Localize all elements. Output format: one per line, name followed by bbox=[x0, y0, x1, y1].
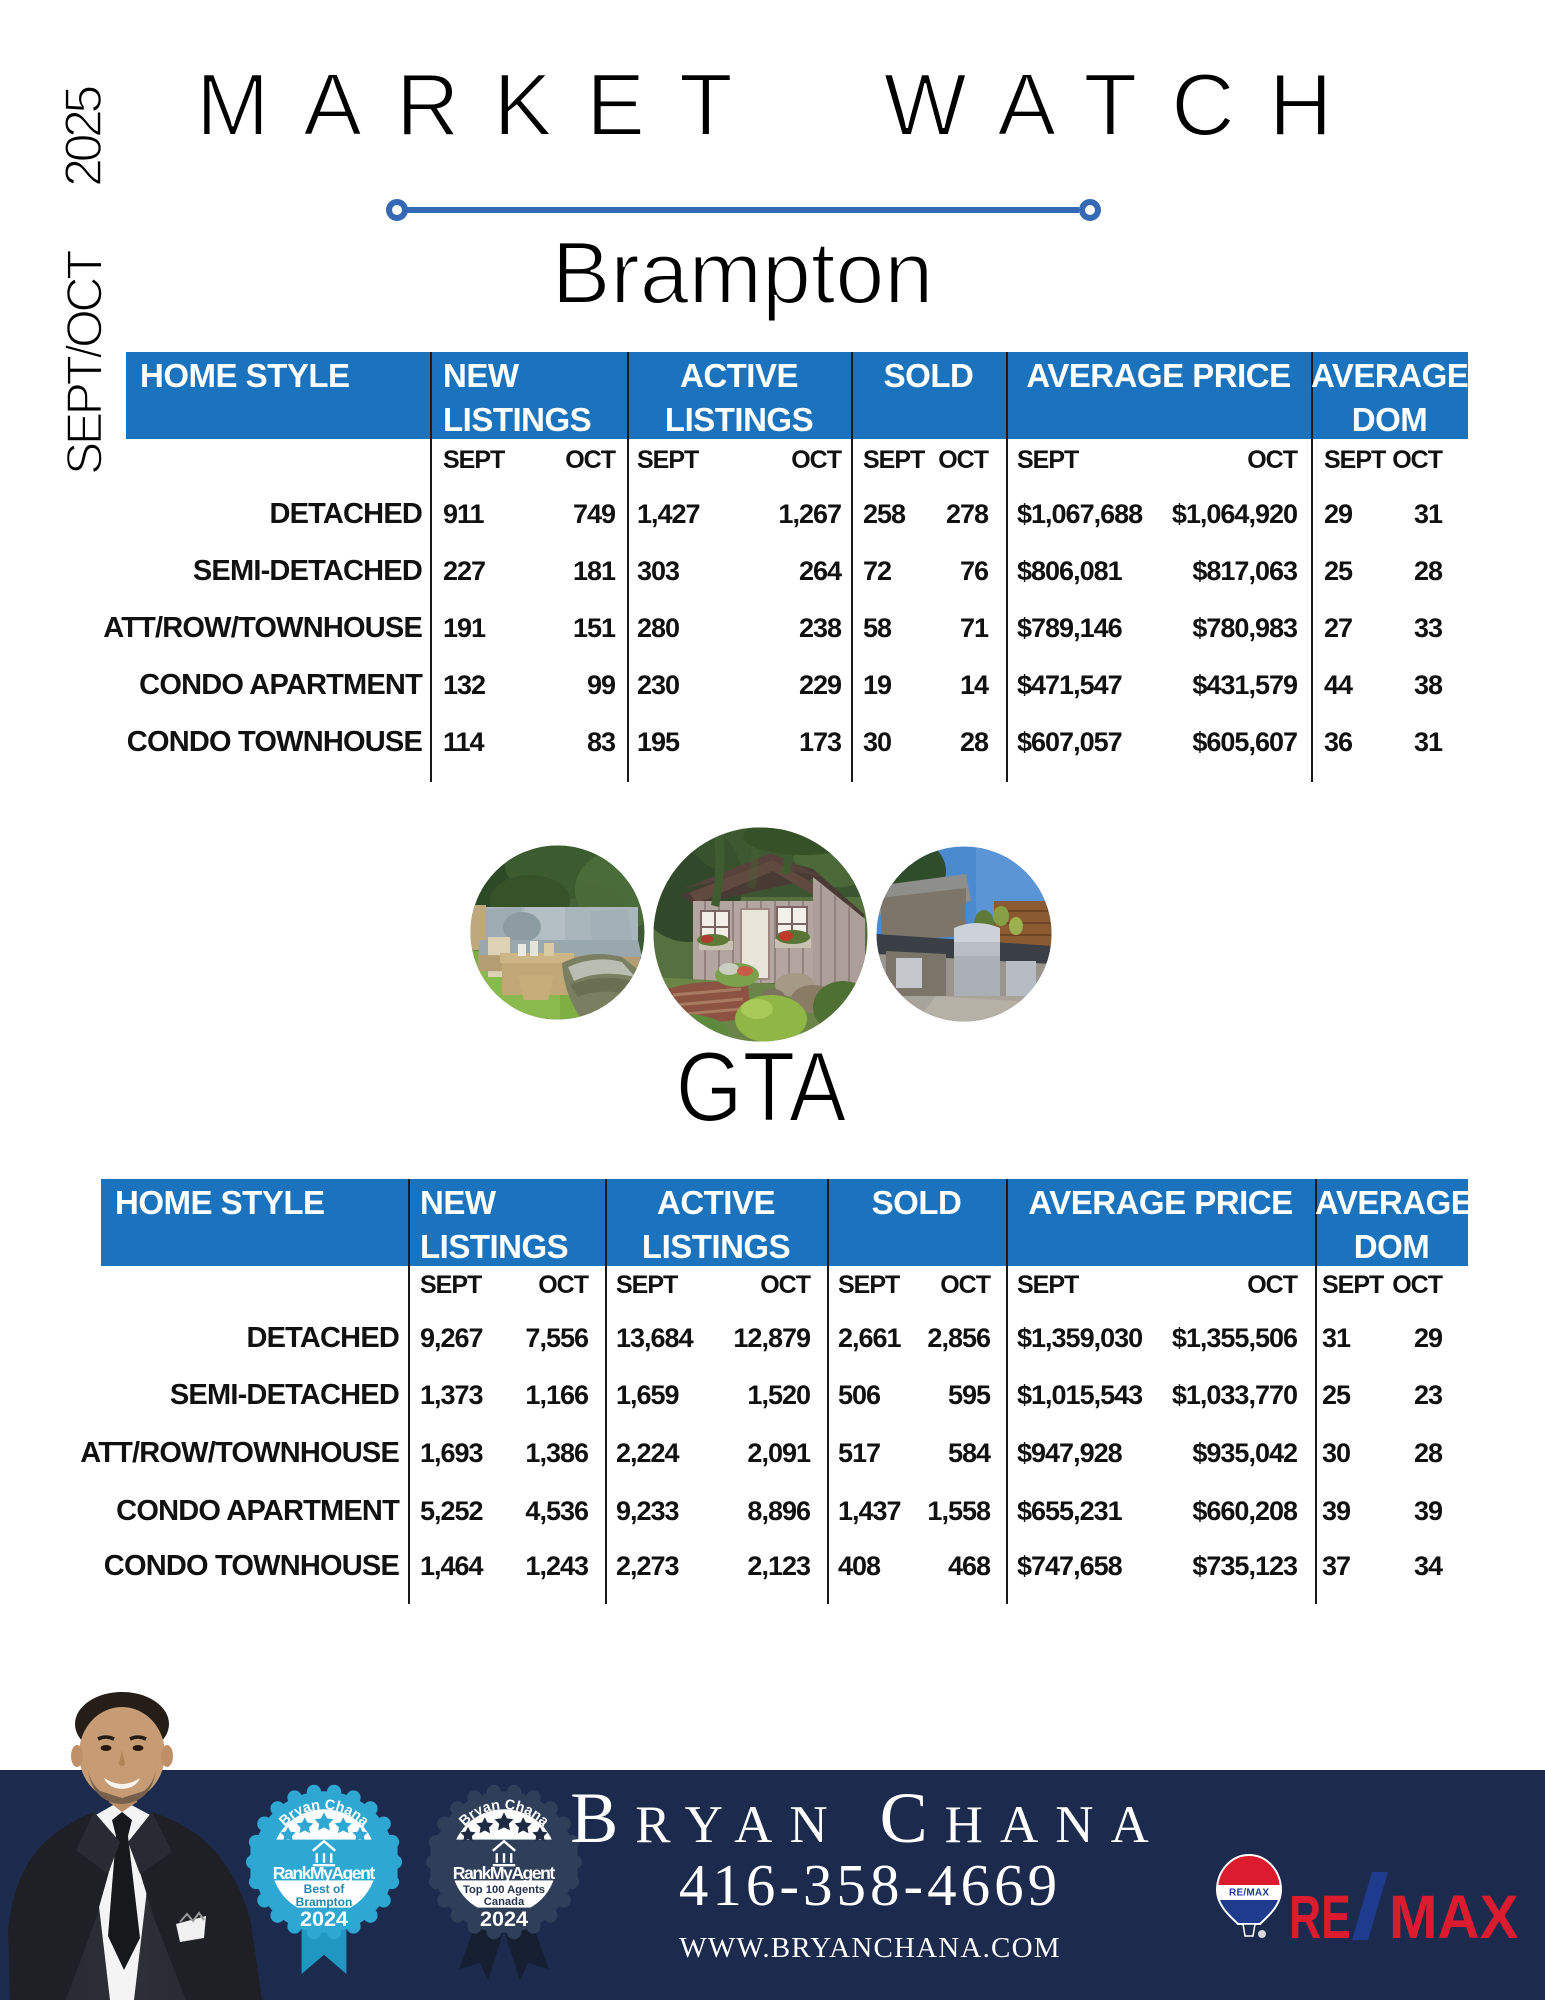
svg-text:MAX: MAX bbox=[1389, 1883, 1519, 1947]
svg-text:RankMyAgent: RankMyAgent bbox=[273, 1863, 376, 1883]
svg-text:Best of: Best of bbox=[304, 1882, 346, 1896]
svg-text:RE/MAX: RE/MAX bbox=[1229, 1888, 1269, 1899]
svg-text:Top 100 Agents: Top 100 Agents bbox=[463, 1884, 545, 1896]
svg-text:2024: 2024 bbox=[480, 1906, 528, 1931]
svg-text:Canada: Canada bbox=[484, 1896, 525, 1908]
svg-text:Brampton: Brampton bbox=[296, 1895, 353, 1909]
svg-text:2024: 2024 bbox=[300, 1906, 348, 1931]
svg-text:RE: RE bbox=[1289, 1884, 1351, 1947]
svg-text:RankMyAgent: RankMyAgent bbox=[453, 1863, 556, 1883]
